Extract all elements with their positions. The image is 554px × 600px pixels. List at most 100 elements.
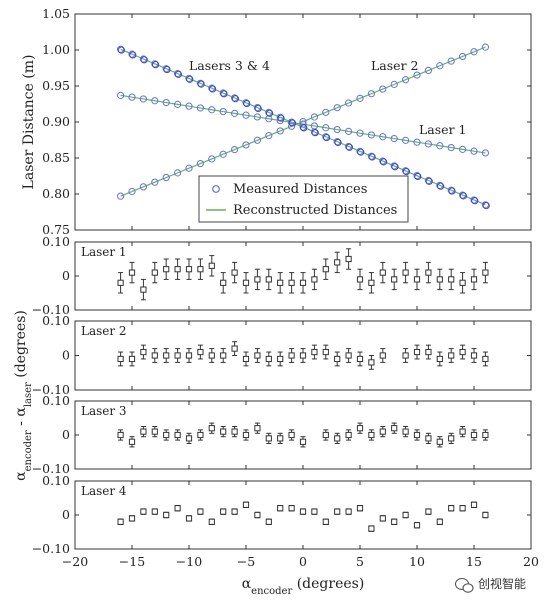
- legend-label-reconstructed: Reconstructed Distances: [233, 203, 397, 218]
- measured-point: [437, 182, 445, 190]
- measured-point: [436, 62, 444, 70]
- measured-point: [151, 60, 159, 68]
- residual-point: [242, 501, 250, 508]
- measured-point: [379, 85, 387, 93]
- residual-point: [379, 352, 386, 359]
- y-tick-label: −0.10: [32, 461, 70, 476]
- measured-point: [333, 138, 341, 146]
- measured-point: [299, 123, 307, 131]
- residual-point: [220, 279, 227, 286]
- residual-point: [459, 428, 466, 435]
- panel-label-laser-4: Laser 4: [81, 484, 127, 498]
- residual-point: [368, 279, 375, 286]
- residual-point: [197, 348, 204, 356]
- residual-point: [128, 515, 136, 522]
- measured-point: [402, 167, 410, 176]
- measured-point: [117, 91, 125, 99]
- measured-point: [459, 145, 467, 153]
- measured-point: [391, 163, 399, 171]
- measured-point: [128, 50, 136, 58]
- y-tick-label: 1.05: [42, 6, 70, 21]
- y-tick-label: 0: [62, 427, 70, 442]
- residual-point: [208, 425, 215, 432]
- residual-point: [197, 266, 204, 273]
- residual-point: [140, 286, 147, 293]
- measured-point: [322, 108, 330, 116]
- measured-point: [482, 202, 490, 210]
- residual-point: [185, 266, 193, 273]
- watermark-text: 创视智能: [478, 576, 526, 591]
- y-tick-label: 0.80: [42, 186, 70, 201]
- measured-point: [379, 133, 387, 141]
- measured-point: [265, 108, 273, 117]
- x-tick-label: 0: [299, 554, 307, 569]
- measured-point: [209, 85, 217, 93]
- residual-point: [231, 508, 238, 515]
- measured-point: [447, 57, 455, 65]
- residual-point: [128, 269, 136, 276]
- residual-point: [391, 518, 398, 525]
- y-tick-label: −0.10: [32, 541, 70, 556]
- residual-point: [391, 425, 398, 432]
- measured-point: [470, 147, 478, 155]
- x-axis-label: αencoder​ (degrees): [242, 576, 365, 597]
- measured-point: [390, 80, 398, 88]
- measured-point: [459, 52, 467, 61]
- measured-point: [380, 158, 388, 166]
- measured-point: [208, 155, 216, 163]
- residual-point: [242, 279, 250, 286]
- residual-point: [448, 276, 455, 283]
- residual-point: [413, 431, 421, 439]
- x-tick-label: −10: [176, 554, 202, 569]
- annotation-laser-1: Laser 1: [419, 122, 466, 137]
- measured-point: [334, 138, 342, 147]
- measured-point: [288, 122, 296, 130]
- residual-point: [128, 355, 136, 363]
- y-tick-label: 0.90: [42, 114, 70, 129]
- measured-point: [231, 94, 239, 102]
- measured-point: [219, 89, 227, 97]
- residual-point: [448, 352, 455, 359]
- x-tick-label: 10: [409, 554, 425, 569]
- measured-point: [231, 145, 239, 154]
- residual-y-axis-label: αencoder​ - αlaser​ (degrees): [13, 310, 34, 481]
- measured-point: [186, 75, 194, 83]
- residual-point: [128, 438, 136, 445]
- measured-point: [447, 186, 455, 194]
- y-tick-label: 0.10: [42, 393, 70, 408]
- legend-label-measured: Measured Distances: [233, 182, 367, 197]
- measured-point: [196, 79, 204, 87]
- residual-point: [368, 359, 375, 366]
- residual-point: [299, 352, 307, 359]
- measured-point: [196, 104, 204, 112]
- residual-point: [345, 508, 352, 515]
- residual-point: [425, 348, 432, 356]
- reconstructed-line-1: [120, 46, 486, 197]
- residual-point: [436, 438, 443, 445]
- residual-point: [163, 352, 170, 359]
- measured-point: [322, 133, 330, 141]
- measured-point: [300, 124, 308, 132]
- residual-point: [311, 508, 318, 515]
- measured-point: [266, 109, 274, 117]
- measured-point: [402, 136, 410, 144]
- residual-point: [425, 269, 432, 276]
- residual-point: [277, 279, 284, 286]
- measured-point: [253, 136, 261, 144]
- measured-point: [470, 48, 478, 56]
- measured-point: [174, 70, 182, 78]
- measured-point: [322, 124, 330, 132]
- measured-point: [448, 187, 456, 195]
- x-tick-label: −20: [62, 554, 88, 569]
- measured-point: [310, 113, 318, 121]
- measured-point: [140, 56, 148, 64]
- residual-point: [379, 428, 386, 435]
- y-tick-label: 0.10: [42, 313, 70, 328]
- residual-point: [299, 508, 307, 515]
- residual-point: [368, 525, 375, 532]
- measured-point: [345, 99, 353, 107]
- measured-point: [357, 148, 365, 156]
- measured-point: [152, 61, 160, 69]
- residual-point: [288, 431, 295, 439]
- measured-point: [425, 177, 433, 185]
